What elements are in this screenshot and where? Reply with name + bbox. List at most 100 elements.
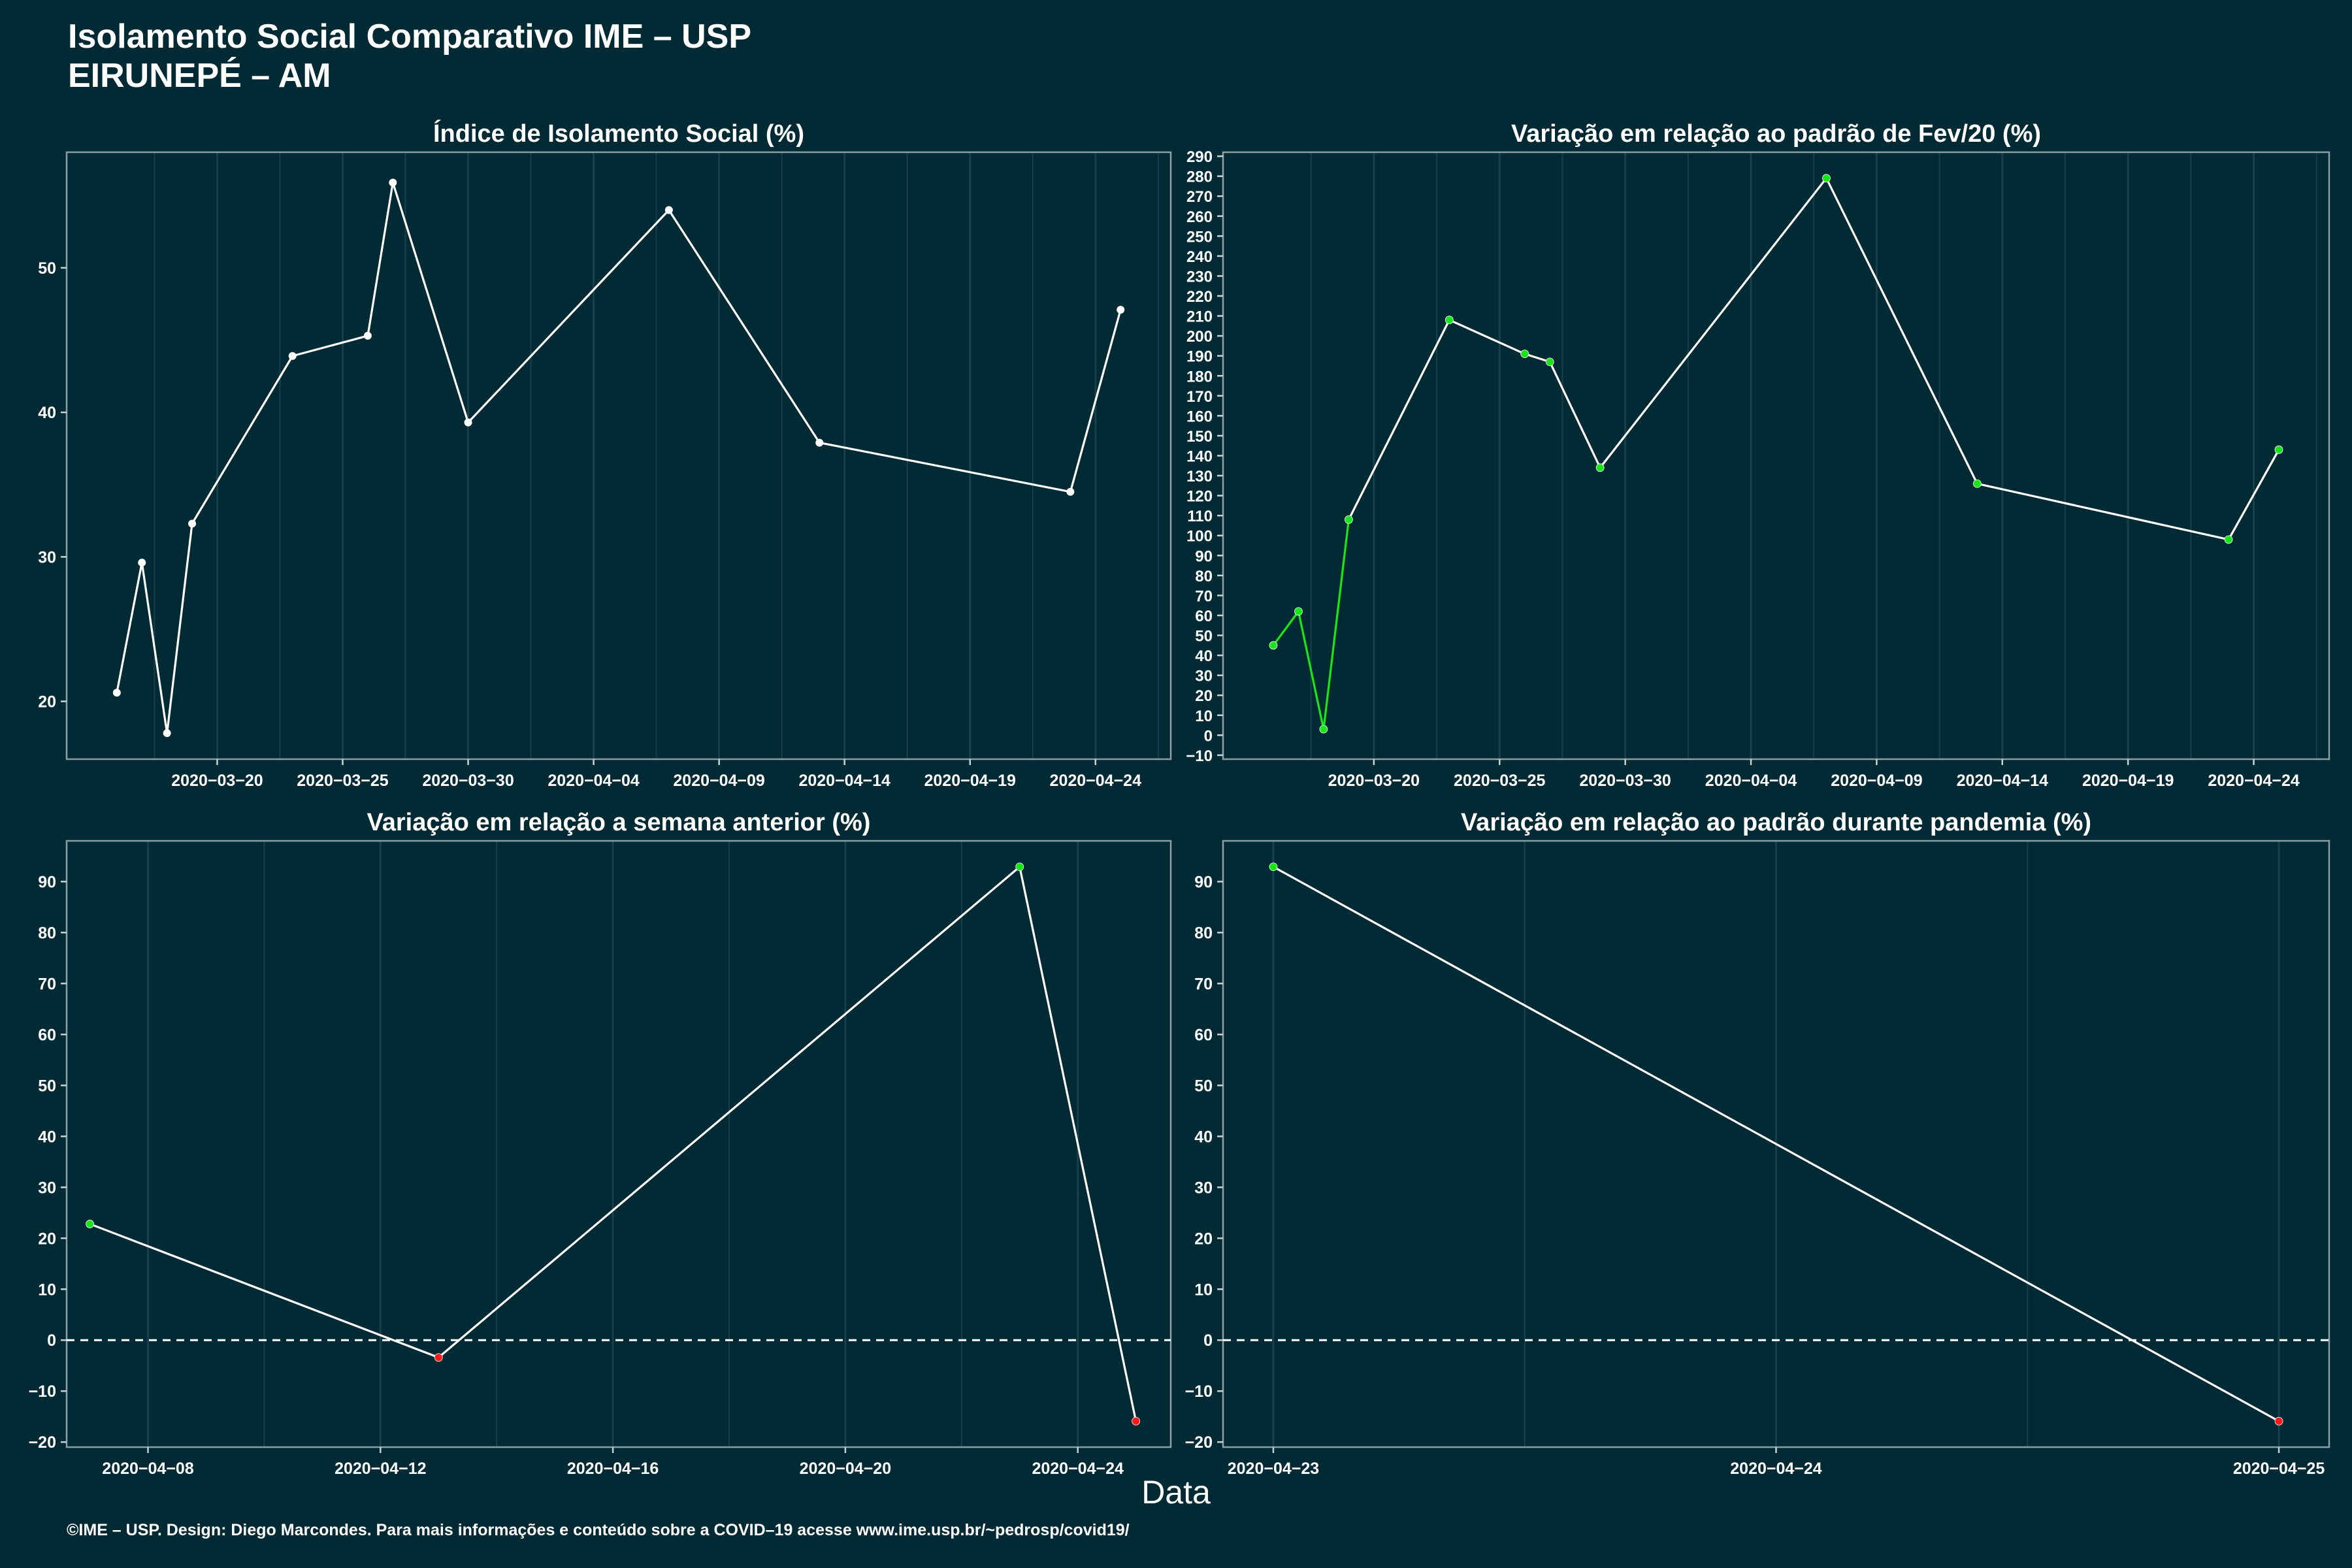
y-tick-label: −20 (29, 1433, 56, 1452)
y-tick-label: 80 (1195, 568, 1213, 585)
plot-area (67, 152, 1171, 759)
y-tick-label: −10 (29, 1382, 56, 1401)
series-segment (818, 441, 1071, 493)
y-tick-label: 90 (1194, 873, 1213, 891)
x-tick-label: 2020−04−04 (1705, 772, 1797, 790)
x-tick-label: 2020−04−12 (335, 1460, 426, 1478)
series-segment (1448, 319, 1526, 355)
y-tick-label: 30 (38, 548, 56, 566)
x-tick-label: 2020−04−24 (1032, 1460, 1124, 1478)
series-segment (1019, 866, 1137, 1422)
page-title: Isolamento Social Comparativo IME – USP … (68, 17, 751, 95)
panel-border (65, 151, 1172, 760)
data-point (1269, 862, 1278, 872)
x-tick-label: 2020−04−24 (1050, 772, 1142, 790)
x-tick-label: 2020−03−25 (297, 772, 389, 790)
y-tick-label: 280 (1186, 169, 1213, 186)
data-point (1595, 463, 1605, 472)
y-tick-label: 40 (1195, 647, 1213, 665)
y-tick-label: 120 (1186, 488, 1213, 506)
y-tick-label: 30 (1195, 668, 1213, 685)
y-tick-label: 20 (1195, 687, 1213, 705)
data-point (1294, 607, 1303, 616)
data-point (1520, 350, 1529, 359)
data-point (1972, 479, 1982, 488)
series-segment (191, 355, 294, 525)
data-point (2274, 1416, 2283, 1426)
y-tick-label: 70 (1195, 587, 1213, 605)
series-segment (1524, 353, 1551, 363)
y-tick-label: 90 (1195, 547, 1213, 565)
y-tick-label: 10 (38, 1281, 56, 1299)
x-tick-label: 2020−04−09 (673, 772, 764, 790)
chart-title: Variação em relação ao padrão durante pa… (1461, 809, 2091, 836)
series-segment (1272, 610, 1300, 647)
chart-panel-1: 2020−03−20 2020−03−25 2020−03−30 2020−04−04… (38, 119, 1172, 790)
chart-panel-3: 2020−04−08 2020−04−12 2020−04−16 2020−04−20… (29, 809, 1172, 1478)
y-tick-label: 150 (1186, 428, 1213, 446)
data-point (1269, 641, 1278, 650)
chart-title: Variação em relação ao padrão de Fev/20 … (1511, 120, 2041, 148)
y-tick-label: 260 (1186, 208, 1213, 226)
data-point (288, 351, 297, 360)
y-tick-label: 290 (1186, 148, 1213, 166)
x-tick-label: 2020−03−30 (1579, 772, 1671, 790)
series-segment (1297, 610, 1325, 730)
y-tick-label: 30 (1194, 1179, 1213, 1197)
x-tick-label: 2020−04−20 (800, 1460, 891, 1478)
series-segment (1322, 518, 1350, 730)
series-segment (1272, 866, 2280, 1422)
data-point (1822, 174, 1831, 183)
data-point (1319, 725, 1328, 734)
y-tick-label: 50 (38, 259, 56, 278)
series-segment (140, 561, 169, 734)
plot-area (67, 841, 1171, 1447)
x-tick-label: 2020−04−14 (1957, 772, 2049, 790)
data-point (434, 1353, 443, 1362)
y-tick-label: 60 (38, 1026, 56, 1044)
y-tick-label: 20 (38, 1230, 56, 1248)
y-tick-label: 110 (1187, 508, 1213, 525)
x-tick-label: 2020−03−25 (1454, 772, 1546, 790)
y-tick-label: 70 (1194, 975, 1213, 993)
y-tick-label: 80 (38, 924, 56, 942)
y-tick-label: 170 (1186, 388, 1213, 406)
y-tick-label: 270 (1186, 188, 1213, 206)
y-tick-label: 80 (1194, 924, 1213, 942)
series-segment (466, 208, 670, 424)
series-segment (437, 866, 1021, 1359)
data-point (2274, 445, 2283, 454)
y-tick-label: 130 (1186, 468, 1213, 485)
x-tick-label: 2020−04−19 (924, 772, 1016, 790)
y-tick-label: 230 (1186, 268, 1213, 286)
chart-title: Variação em relação a semana anterior (%… (367, 809, 871, 836)
x-tick-label: 2020−04−09 (1831, 772, 1922, 790)
data-point (1344, 515, 1353, 524)
series-segment (1825, 177, 1978, 485)
data-point (815, 438, 824, 447)
y-tick-label: −20 (1185, 1433, 1213, 1452)
y-tick-label: 10 (1195, 708, 1213, 725)
data-point (664, 206, 673, 214)
y-tick-label: 30 (38, 1179, 56, 1197)
x-tick-label: 2020−04−25 (2233, 1460, 2325, 1478)
data-point (1117, 306, 1125, 314)
y-tick-label: 50 (1194, 1077, 1213, 1095)
y-tick-label: 160 (1186, 408, 1213, 425)
panel-border (65, 840, 1172, 1448)
y-tick-label: 0 (1203, 1331, 1213, 1350)
y-tick-label: 10 (1194, 1281, 1213, 1299)
y-tick-label: 50 (38, 1077, 56, 1095)
x-tick-label: 2020−04−24 (2208, 772, 2300, 790)
y-tick-label: 70 (38, 975, 56, 993)
data-point (363, 331, 372, 340)
y-tick-label: 0 (47, 1331, 56, 1350)
chart-title: Índice de Isolamento Social (%) (433, 119, 804, 148)
data-point (163, 729, 171, 738)
y-tick-label: 250 (1186, 228, 1213, 246)
x-tick-label: 2020−03−20 (171, 772, 263, 790)
footer-credits: ©IME – USP. Design: Diego Marcondes. Par… (67, 1521, 1130, 1539)
title-line-2: EIRUNEPÉ – AM (68, 57, 331, 95)
x-tick-label: 2020−04−23 (1228, 1460, 1319, 1478)
y-tick-label: 190 (1186, 348, 1213, 366)
